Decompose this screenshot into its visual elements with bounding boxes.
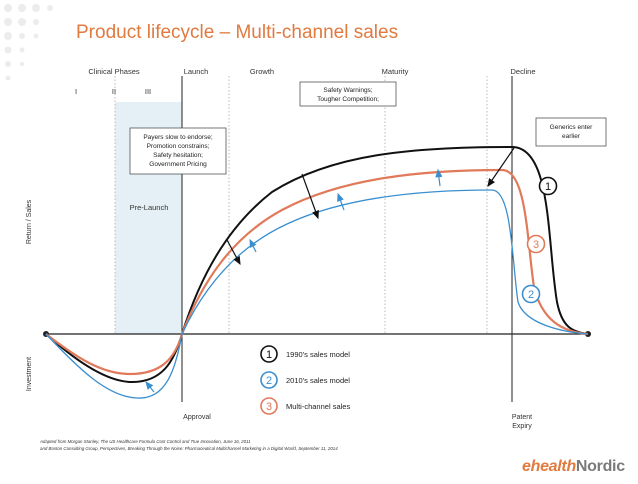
axis-investment: Investment	[26, 357, 33, 391]
legend-item-2010s-label: 2010's sales model	[286, 376, 350, 385]
legend-item-multichannel: 3 Multi-channel sales	[260, 397, 350, 415]
lifecycle-diagram: Clinical Phases Launch Growth Maturity D…	[26, 67, 607, 430]
badge-curve-3-num: 3	[533, 239, 539, 251]
phase-decline: Decline	[510, 67, 535, 76]
badge-curve-2-num: 2	[528, 289, 534, 301]
logo-part-nordic: Nordic	[575, 458, 625, 475]
approval-label: Approval	[183, 414, 211, 421]
pre-launch-label: Pre-Launch	[130, 203, 169, 212]
callout-payers-line-3: Safety hesitation;	[153, 152, 203, 159]
phase-roman-1: I	[75, 87, 77, 96]
legend-item-multichannel-num: 3	[266, 401, 272, 413]
badge-curve-1-num: 1	[545, 181, 551, 193]
callout-payers: Payers slow to endorse; Promotion constr…	[129, 127, 227, 175]
callout-generics-line-1: Generics enter	[550, 124, 593, 131]
footnote-line-1: Adapted from Morgan Stanley, The US Heal…	[40, 439, 251, 444]
arrow-blue-3	[337, 192, 345, 211]
callout-safety-line-1: Safety Warnings;	[323, 87, 372, 94]
legend-item-1990s: 1 1990's sales model	[260, 345, 350, 363]
expiry-label: Expiry	[512, 423, 532, 430]
phase-clinical: Clinical Phases	[88, 67, 140, 76]
curve-1990s	[45, 145, 589, 384]
badge-curve-1: 1	[538, 176, 558, 196]
arrow-black-1	[226, 239, 241, 266]
footnote-line-2: and Boston Consulting Group, Perspective…	[40, 445, 338, 451]
badge-curve-2: 2	[521, 284, 541, 304]
phase-separators	[114, 76, 488, 334]
arrow-blue-2	[249, 238, 257, 253]
callout-safety-line-2: Tougher Competition;	[317, 96, 379, 103]
ehealth-nordic-logo: ehealthNordic	[522, 458, 625, 476]
phase-maturity: Maturity	[382, 67, 409, 76]
curve-2010s	[45, 189, 589, 399]
legend: 1 1990's sales model 2 2010's sales mode…	[260, 345, 350, 415]
legend-item-1990s-label: 1990's sales model	[286, 350, 350, 359]
legend-item-2010s-num: 2	[266, 375, 272, 387]
phase-growth: Growth	[250, 67, 274, 76]
callout-generics: Generics enter earlier	[535, 117, 607, 147]
slide-title: Product lifecycle – Multi-channel sales	[76, 22, 399, 43]
arrow-blue-4	[435, 168, 443, 187]
legend-item-1990s-num: 1	[266, 349, 272, 361]
phase-launch: Launch	[184, 67, 209, 76]
callout-payers-line-1: Payers slow to endorse;	[143, 134, 213, 141]
arrow-black-3	[487, 147, 515, 187]
legend-item-multichannel-label: Multi-channel sales	[286, 402, 350, 411]
callout-payers-line-4: Government Pricing	[149, 161, 207, 168]
phase-roman-3: III	[145, 87, 151, 96]
decorative-dots	[4, 4, 53, 81]
curve-multichannel	[45, 168, 589, 376]
logo-part-ehealth: ehealth	[522, 458, 576, 475]
axis-return-sales: Return / Sales	[26, 199, 33, 244]
arrow-black-2	[301, 173, 319, 220]
phase-roman-2: II	[112, 87, 116, 96]
source-footnote: Adapted from Morgan Stanley, The US Heal…	[40, 439, 338, 452]
callout-payers-line-2: Promotion constrains;	[147, 143, 210, 150]
callout-safety: Safety Warnings; Tougher Competition;	[299, 81, 397, 107]
badge-curve-3: 3	[526, 234, 546, 254]
legend-item-2010s: 2 2010's sales model	[260, 371, 350, 389]
arrow-blue-1	[145, 381, 155, 393]
callout-generics-line-2: earlier	[562, 133, 581, 140]
patent-label: Patent	[512, 414, 532, 421]
